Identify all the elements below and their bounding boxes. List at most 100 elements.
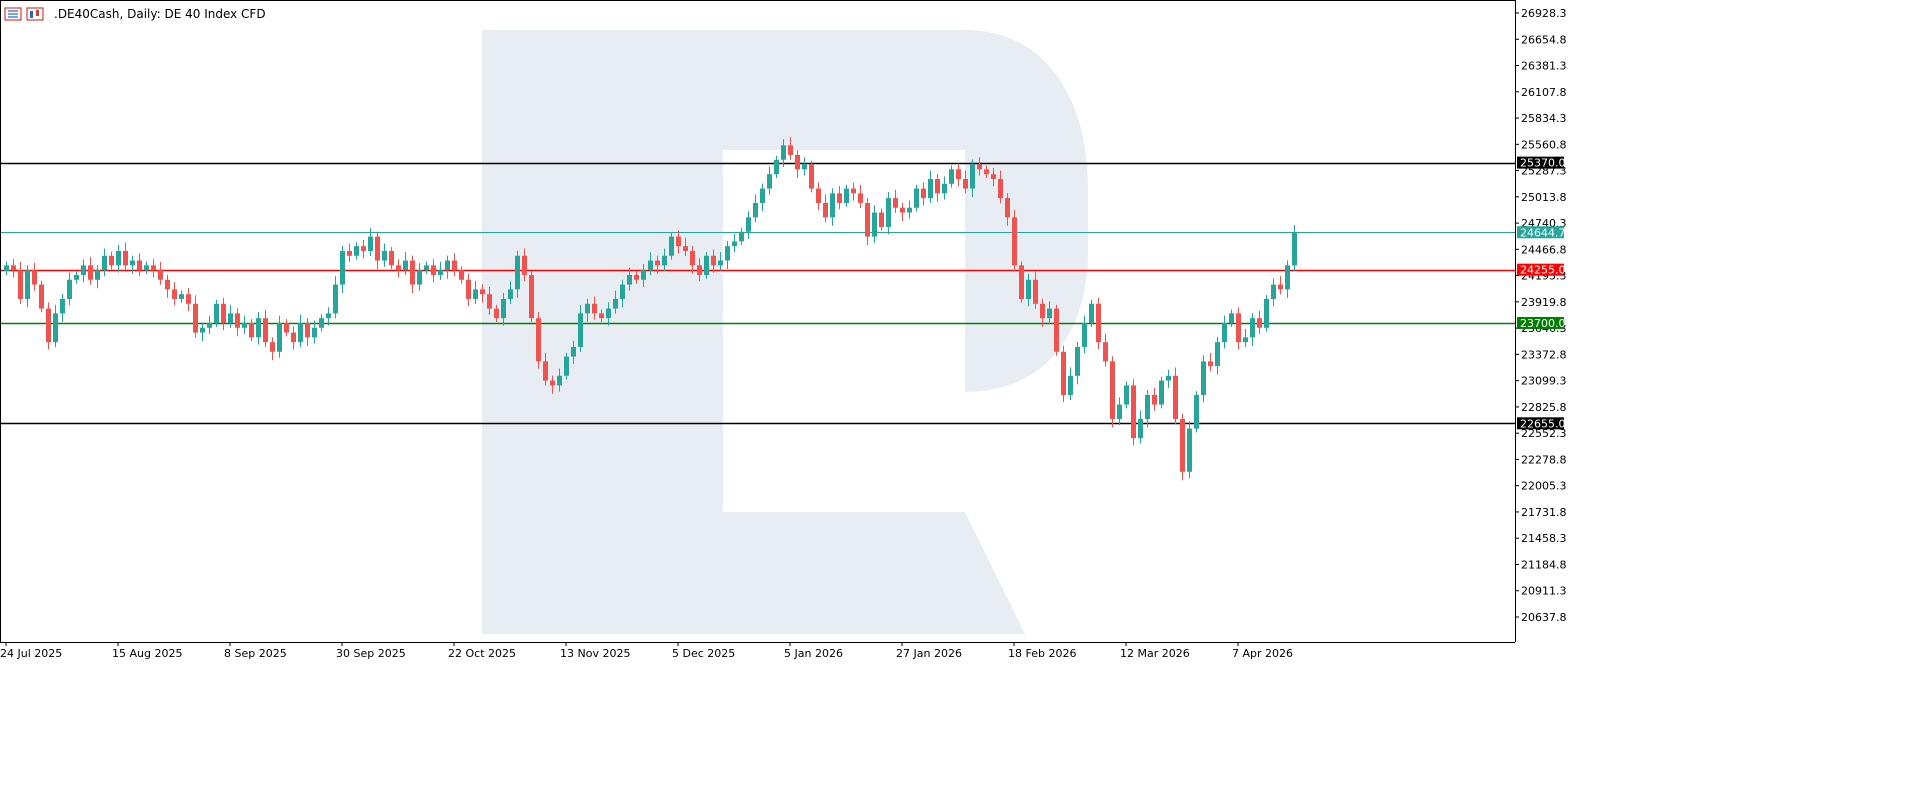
candle-body[interactable] bbox=[984, 169, 989, 175]
candle-body[interactable] bbox=[886, 198, 891, 227]
candle-body[interactable] bbox=[389, 250, 394, 266]
candle-body[interactable] bbox=[228, 313, 233, 323]
candle-body[interactable] bbox=[851, 188, 856, 194]
candle-body[interactable] bbox=[662, 255, 667, 266]
candle-body[interactable] bbox=[249, 322, 254, 338]
candle-body[interactable] bbox=[809, 164, 814, 189]
candle-body[interactable] bbox=[480, 289, 485, 295]
candle-body[interactable] bbox=[1187, 428, 1192, 472]
candle-body[interactable] bbox=[410, 260, 415, 285]
candle-body[interactable] bbox=[1047, 308, 1052, 319]
candle-body[interactable] bbox=[1152, 394, 1157, 405]
candle-body[interactable] bbox=[1264, 298, 1269, 328]
candle-body[interactable] bbox=[585, 303, 590, 314]
candle-body[interactable] bbox=[158, 270, 163, 280]
candle-body[interactable] bbox=[963, 178, 968, 189]
candle-body[interactable] bbox=[977, 164, 982, 170]
candle-body[interactable] bbox=[550, 380, 555, 386]
candle-body[interactable] bbox=[753, 202, 758, 218]
candle-body[interactable] bbox=[67, 279, 72, 299]
candle-body[interactable] bbox=[592, 303, 597, 314]
candle-body[interactable] bbox=[907, 207, 912, 213]
candle-body[interactable] bbox=[382, 250, 387, 261]
candle-body[interactable] bbox=[1166, 375, 1171, 381]
candle-body[interactable] bbox=[242, 322, 247, 328]
candle-body[interactable] bbox=[1236, 313, 1241, 343]
candle-body[interactable] bbox=[487, 294, 492, 309]
candle-body[interactable] bbox=[1019, 265, 1024, 299]
candle-body[interactable] bbox=[186, 294, 191, 304]
candle-body[interactable] bbox=[655, 260, 660, 266]
candle-body[interactable] bbox=[396, 265, 401, 271]
candle-body[interactable] bbox=[515, 255, 520, 290]
candle-body[interactable] bbox=[893, 198, 898, 208]
candle-body[interactable] bbox=[837, 193, 842, 203]
candle-body[interactable] bbox=[508, 289, 513, 299]
candle-body[interactable] bbox=[634, 274, 639, 280]
candle-body[interactable] bbox=[256, 318, 261, 338]
candle-body[interactable] bbox=[1215, 342, 1220, 367]
candle-body[interactable] bbox=[823, 202, 828, 218]
candle-body[interactable] bbox=[102, 255, 107, 271]
candle-body[interactable] bbox=[151, 265, 156, 271]
candle-body[interactable] bbox=[123, 250, 128, 266]
candle-body[interactable] bbox=[522, 255, 527, 275]
candle-body[interactable] bbox=[298, 322, 303, 343]
candle-body[interactable] bbox=[1292, 232, 1297, 266]
candle-body[interactable] bbox=[816, 188, 821, 203]
candle-body[interactable] bbox=[914, 188, 919, 208]
candle-body[interactable] bbox=[928, 178, 933, 199]
candle-body[interactable] bbox=[935, 178, 940, 194]
candle-body[interactable] bbox=[501, 298, 506, 319]
candle-body[interactable] bbox=[319, 318, 324, 328]
candle-body[interactable] bbox=[606, 308, 611, 319]
candle-body[interactable] bbox=[844, 188, 849, 203]
candle-body[interactable] bbox=[417, 270, 422, 285]
candle-body[interactable] bbox=[1243, 337, 1248, 343]
candle-body[interactable] bbox=[354, 246, 359, 256]
candle-body[interactable] bbox=[235, 313, 240, 328]
candle-body[interactable] bbox=[956, 169, 961, 179]
candle-body[interactable] bbox=[1285, 265, 1290, 290]
candle-body[interactable] bbox=[788, 145, 793, 155]
candle-body[interactable] bbox=[1222, 322, 1227, 343]
candle-body[interactable] bbox=[1117, 404, 1122, 419]
candle-body[interactable] bbox=[459, 270, 464, 280]
candle-body[interactable] bbox=[207, 322, 212, 328]
candle-body[interactable] bbox=[1138, 418, 1143, 439]
candle-body[interactable] bbox=[1110, 361, 1115, 419]
candle-body[interactable] bbox=[1068, 375, 1073, 395]
candle-body[interactable] bbox=[445, 260, 450, 271]
candle-body[interactable] bbox=[424, 265, 429, 271]
candle-body[interactable] bbox=[1005, 198, 1010, 218]
candle-body[interactable] bbox=[25, 270, 30, 299]
candle-body[interactable] bbox=[1061, 351, 1066, 395]
candle-body[interactable] bbox=[970, 164, 975, 189]
candle-body[interactable] bbox=[375, 236, 380, 261]
candle-body[interactable] bbox=[88, 265, 93, 280]
candle-body[interactable] bbox=[620, 284, 625, 299]
candle-body[interactable] bbox=[704, 255, 709, 275]
candle-body[interactable] bbox=[326, 313, 331, 319]
candle-body[interactable] bbox=[137, 260, 142, 271]
candle-body[interactable] bbox=[1026, 279, 1031, 299]
candle-body[interactable] bbox=[1208, 361, 1213, 367]
candle-body[interactable] bbox=[942, 183, 947, 194]
candle-body[interactable] bbox=[347, 250, 352, 256]
candle-body[interactable] bbox=[543, 361, 548, 381]
candle-body[interactable] bbox=[648, 260, 653, 271]
candle-body[interactable] bbox=[452, 260, 457, 271]
candle-body[interactable] bbox=[18, 270, 23, 299]
candle-body[interactable] bbox=[333, 284, 338, 314]
candle-body[interactable] bbox=[193, 303, 198, 333]
candle-body[interactable] bbox=[690, 250, 695, 266]
candle-body[interactable] bbox=[830, 193, 835, 218]
candle-body[interactable] bbox=[529, 274, 534, 319]
candle-body[interactable] bbox=[466, 279, 471, 299]
candle-body[interactable] bbox=[172, 289, 177, 299]
candle-body[interactable] bbox=[4, 265, 9, 272]
candle-body[interactable] bbox=[921, 188, 926, 199]
candle-body[interactable] bbox=[1194, 394, 1199, 429]
candle-body[interactable] bbox=[536, 318, 541, 362]
